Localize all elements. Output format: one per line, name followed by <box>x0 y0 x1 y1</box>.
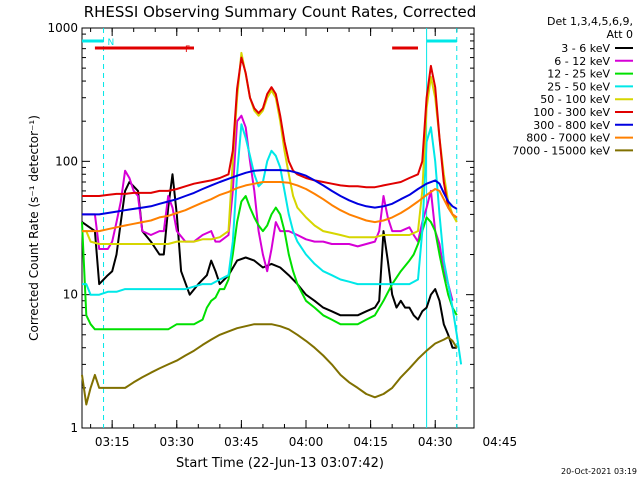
series-line-9 <box>81 323 458 406</box>
legend-entry-label: 800 - 7000 keV <box>526 132 610 145</box>
legend-entry-label: 100 - 300 keV <box>533 106 610 119</box>
y-tick-label: 10 <box>63 288 78 302</box>
footer-timestamp: 20-Oct-2021 03:19 <box>561 467 637 476</box>
x-tick-label: 03:45 <box>224 435 259 449</box>
tick-labels: 1 10 100 1000 03:15 03:30 03:45 04:00 04:15 04:30… <box>47 21 517 449</box>
legend-entry-label: 25 - 50 keV <box>547 80 610 93</box>
x-tick-label: 04:45 <box>483 435 518 449</box>
legend-entry-label: 3 - 6 keV <box>561 42 610 55</box>
series-line-2 <box>82 114 454 302</box>
chart-title: RHESSI Observing Summary Count Rates, Co… <box>84 3 477 21</box>
series-line-5 <box>82 51 458 245</box>
y-tick-label: 1 <box>70 421 78 435</box>
y-tick-label: 1000 <box>47 21 78 35</box>
series-layer <box>81 51 463 406</box>
x-tick-label: 04:00 <box>289 435 324 449</box>
x-tick-label: 04:15 <box>353 435 388 449</box>
legend-entry-label: 12 - 25 keV <box>547 68 610 81</box>
series-line-6 <box>82 56 458 219</box>
legend-entry-label: 6 - 12 keV <box>554 55 610 68</box>
x-tick-label: 04:30 <box>418 435 453 449</box>
flag-label: F <box>185 45 190 55</box>
flag-label: N <box>108 38 115 48</box>
legend-attenuator: Att 0 <box>607 28 633 41</box>
series-line-4 <box>82 123 463 365</box>
legend-header: Det 1,3,4,5,6,9, <box>547 15 633 28</box>
legend-entry-label: 50 - 100 keV <box>540 93 610 106</box>
legend-entry-label: 300 - 800 keV <box>533 119 610 132</box>
series-line-7 <box>82 169 458 216</box>
series-line-8 <box>82 181 458 233</box>
x-tick-label: 03:30 <box>159 435 194 449</box>
series-line-3 <box>81 195 458 331</box>
x-axis-label: Start Time (22-Jun-13 03:07:42) <box>176 456 384 471</box>
annotations-layer: FN <box>82 28 458 428</box>
y-tick-label: 100 <box>55 154 78 168</box>
x-tick-label: 03:15 <box>95 435 130 449</box>
y-axis-label: Corrected Count Rate (s⁻¹ detector⁻¹) <box>27 115 41 341</box>
legend-entry-label: 7000 - 15000 keV <box>512 144 610 157</box>
